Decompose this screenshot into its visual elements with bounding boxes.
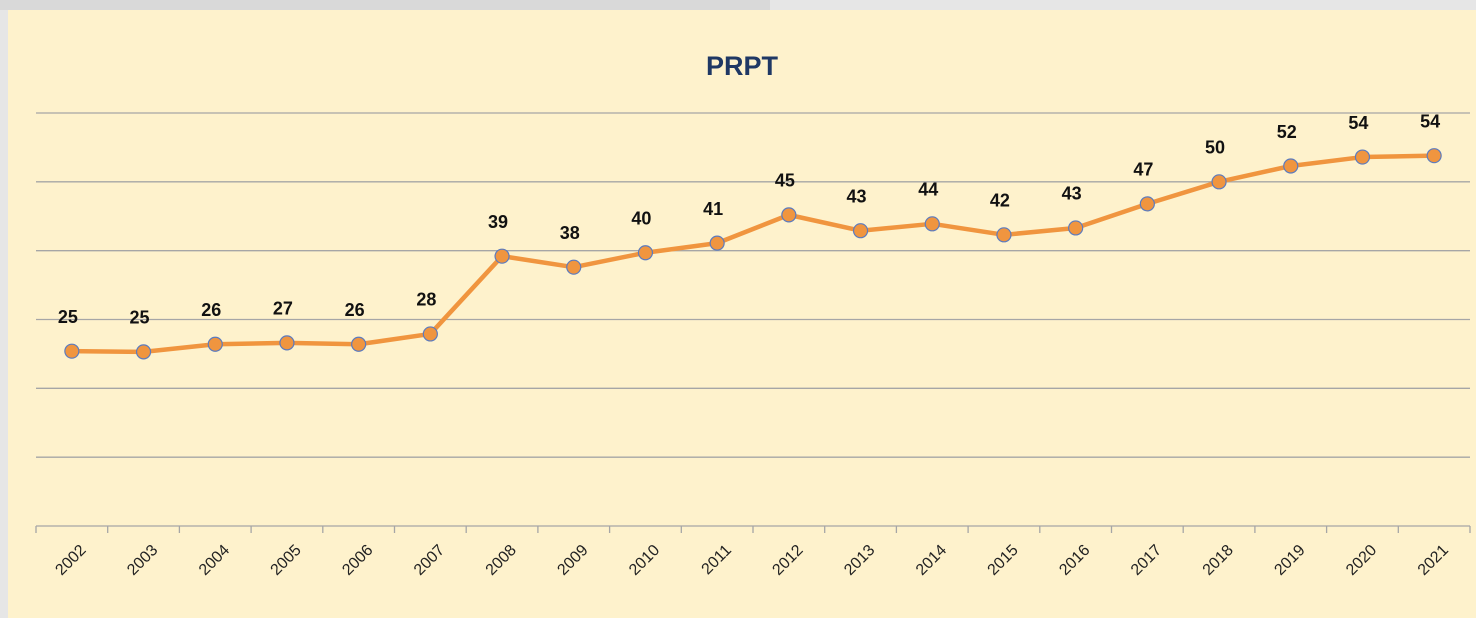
data-label: 42 <box>990 191 1010 211</box>
point <box>924 216 940 232</box>
point <box>207 336 223 352</box>
data-label: 38 <box>560 223 580 243</box>
chart-title: PRPT <box>706 51 779 81</box>
point <box>566 259 582 275</box>
series-line <box>71 153 1435 355</box>
data-label: 54 <box>1348 113 1368 133</box>
data-label: 54 <box>1420 111 1440 131</box>
chart-area <box>8 10 1476 618</box>
data-label: 40 <box>631 208 651 228</box>
data-label: 45 <box>775 171 795 191</box>
point <box>1211 174 1227 190</box>
point <box>1068 220 1084 236</box>
data-label: 43 <box>847 186 867 206</box>
point <box>996 227 1012 243</box>
data-label: 50 <box>1205 138 1225 158</box>
data-label: 26 <box>345 300 365 320</box>
point <box>422 326 438 342</box>
window-strip <box>0 0 770 10</box>
point <box>1426 148 1442 164</box>
point <box>709 235 725 251</box>
data-label: 25 <box>130 308 150 328</box>
point <box>1354 149 1371 165</box>
data-label: 26 <box>201 300 221 320</box>
data-label: 43 <box>1062 184 1082 204</box>
data-label: 27 <box>273 299 293 319</box>
point <box>494 248 510 264</box>
data-label: 25 <box>58 307 78 327</box>
data-label: 41 <box>703 199 723 219</box>
data-label: 52 <box>1277 122 1297 142</box>
point <box>1283 158 1299 174</box>
data-label: 39 <box>488 212 508 232</box>
point <box>351 336 367 352</box>
point <box>852 223 869 239</box>
data-label: 28 <box>416 290 436 310</box>
point <box>781 207 797 223</box>
point <box>1139 196 1155 212</box>
point <box>64 343 80 359</box>
point <box>135 344 152 360</box>
point <box>279 335 295 351</box>
data-label: 44 <box>918 180 938 200</box>
point <box>637 245 654 261</box>
data-label: 47 <box>1133 160 1153 180</box>
